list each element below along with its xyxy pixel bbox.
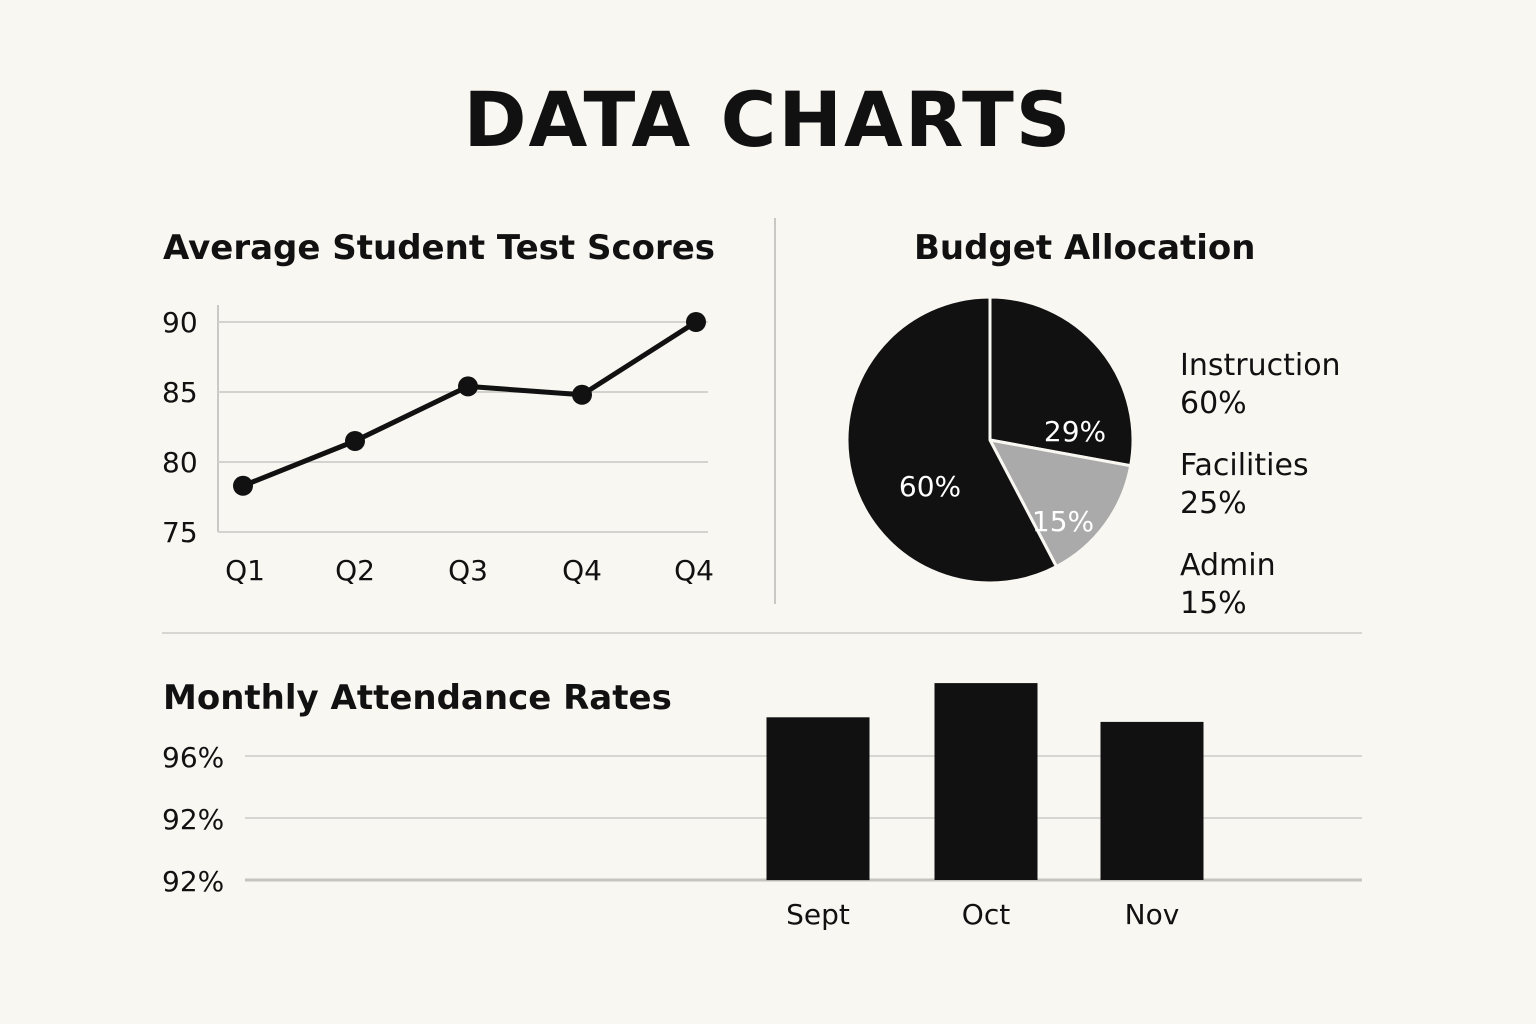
pie-legend-name: Facilities	[1180, 448, 1309, 483]
bar-x-tick-label: Sept	[786, 898, 850, 931]
bar-y-tick-label: 96%	[162, 741, 224, 774]
bar	[1100, 721, 1204, 880]
line-chart-title: Average Student Test Scores	[163, 228, 716, 268]
bar-y-tick-label: 92%	[162, 803, 224, 836]
bar-x-tick-label: Nov	[1125, 898, 1180, 931]
line-data-point	[345, 431, 365, 451]
line-chart: 90 85 80 75 Q1 Q2 Q3 Q4 Q4	[162, 305, 714, 587]
pie-legend-name: Admin	[1180, 548, 1276, 583]
pie-slice	[988, 438, 1133, 569]
pie-chart: 29%15%60%Instruction60%Facilities25%Admi…	[845, 295, 1341, 621]
bar-chart: 96% 92% 92% Sept Oct Nov	[162, 683, 1362, 931]
pie-slice-label: 15%	[1032, 505, 1094, 538]
pie-legend-value: 15%	[1180, 586, 1247, 621]
bar	[766, 717, 870, 881]
pie-slice	[845, 295, 1058, 585]
pie-legend-value: 25%	[1180, 486, 1247, 521]
line-y-tick-label: 75	[162, 516, 198, 549]
pie-slice	[988, 295, 1135, 468]
page-title: DATA CHARTS	[463, 75, 1073, 164]
pie-slice-label: 60%	[899, 470, 961, 503]
pie-slice-label: 29%	[1044, 415, 1106, 448]
pie-legend-name: Instruction	[1180, 348, 1341, 383]
line-y-tick-label: 80	[162, 446, 198, 479]
line-data-point	[458, 376, 478, 397]
pie-legend-value: 60%	[1180, 386, 1247, 421]
horizontal-divider	[162, 632, 1362, 634]
vertical-divider	[774, 218, 776, 604]
line-x-tick-label: Q3	[448, 554, 488, 587]
line-y-tick-label: 85	[162, 376, 198, 409]
line-data-point	[572, 384, 592, 405]
bar-x-tick-label: Oct	[962, 898, 1010, 931]
line-data-point	[686, 312, 706, 332]
line-x-tick-label: Q1	[225, 554, 265, 587]
bar-chart-title: Monthly Attendance Rates	[163, 678, 672, 718]
pie-chart-title: Budget Allocation	[914, 228, 1256, 268]
line-x-tick-label: Q4	[562, 554, 602, 587]
line-y-tick-label: 90	[162, 306, 198, 339]
line-x-tick-label: Q2	[335, 554, 375, 587]
line-data-point	[233, 475, 253, 496]
bar-y-tick-label: 92%	[162, 865, 224, 898]
bar	[934, 683, 1038, 880]
line-x-tick-label: Q4	[674, 554, 714, 587]
